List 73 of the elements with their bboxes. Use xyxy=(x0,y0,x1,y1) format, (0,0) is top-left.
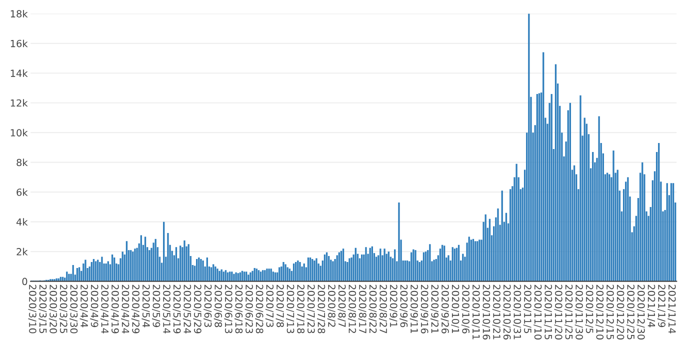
y-tick-label: 0 xyxy=(22,278,28,286)
y-tick-label: 6k xyxy=(16,188,28,196)
x-tick-label: 2020/8/2 xyxy=(327,284,336,327)
x-tick-label: 2020/12/10 xyxy=(595,284,604,340)
x-tick-label: 2020/7/8 xyxy=(276,284,284,328)
x-tick-label: 2020/5/29 xyxy=(193,284,202,334)
x-tick-label: 2021/1/14 xyxy=(668,284,676,334)
x-tick-label: 2020/3/10 xyxy=(28,284,36,334)
x-tick-label: 2020/6/28 xyxy=(255,284,264,334)
x-tick-label: 2020/10/31 xyxy=(512,284,522,340)
x-tick-label: 2020/11/15 xyxy=(544,284,552,340)
x-tick-label: 2020/8/22 xyxy=(368,284,377,333)
x-tick-label: 2020/9/16 xyxy=(420,284,428,334)
x-tick-label: 2020/5/24 xyxy=(182,284,192,334)
x-tick-label: 2020/11/30 xyxy=(574,284,583,340)
x-tick-label: 2020/7/28 xyxy=(317,284,326,334)
x-tick-label: 2020/9/11 xyxy=(410,284,418,334)
x-tick-label: 2020/9/1 xyxy=(389,284,398,327)
x-tick-label: 2020/7/23 xyxy=(306,284,315,334)
x-tick-label: 2020/11/20 xyxy=(554,284,562,340)
y-tick-label: 16k xyxy=(10,40,28,48)
x-tick-label: 2020/4/19 xyxy=(110,284,119,334)
x-tick-label: 2020/9/6 xyxy=(400,284,408,328)
x-tick-label: 2020/6/13 xyxy=(224,284,232,334)
x-tick-label: 2020/10/11 xyxy=(472,284,480,340)
x-tick-label: 2020/12/15 xyxy=(606,284,614,340)
x-tick-label: 2020/8/12 xyxy=(348,284,356,333)
x-tick-label: 2020/10/21 xyxy=(492,284,500,340)
y-tick-label: 2k xyxy=(16,248,28,256)
x-tick-label: 2020/6/8 xyxy=(214,284,222,328)
x-tick-label: 2020/12/25 xyxy=(626,284,635,340)
x-tick-label: 2020/4/9 xyxy=(90,284,98,328)
x-tick-label: 2020/6/23 xyxy=(244,284,253,334)
x-tick-label: 2020/6/18 xyxy=(234,284,243,334)
y-tick-label: 12k xyxy=(10,99,28,107)
x-tick-label: 2021/1/4 xyxy=(647,284,656,328)
x-tick-label: 2020/10/26 xyxy=(502,284,511,340)
x-tick-label: 2020/8/7 xyxy=(338,284,346,327)
y-tick-label: 4k xyxy=(16,218,28,226)
x-tick-label: 2020/9/26 xyxy=(440,284,449,334)
x-tick-label: 2020/9/21 xyxy=(430,284,439,334)
x-tick-label: 2021/1/9 xyxy=(657,284,666,328)
x-tick-label: 2020/4/29 xyxy=(131,284,140,334)
x-tick-label: 2020/5/14 xyxy=(162,284,170,334)
x-tick-label: 2020/7/3 xyxy=(265,284,274,327)
x-tick-label: 2020/3/30 xyxy=(70,284,78,334)
x-tick-label: 2020/4/4 xyxy=(80,284,88,328)
x-tick-label: 2020/7/18 xyxy=(296,284,305,334)
x-tick-label: 2020/10/1 xyxy=(451,284,460,334)
x-tick-label: 2020/8/17 xyxy=(358,284,366,334)
x-tick-label: 2020/12/5 xyxy=(585,284,594,334)
x-tick-label: 2020/4/14 xyxy=(100,284,109,334)
x-tick-label: 2020/6/3 xyxy=(204,284,212,327)
x-tick-label: 2020/11/25 xyxy=(564,284,573,340)
x-tick-label: 2020/3/25 xyxy=(59,284,68,334)
x-tick-label: 2020/3/20 xyxy=(48,284,57,334)
x-tick-label: 2020/3/15 xyxy=(38,284,47,334)
x-tick-label: 2020/12/20 xyxy=(616,284,624,340)
y-tick-label: 10k xyxy=(10,128,28,136)
y-tick-label: 8k xyxy=(16,158,28,166)
x-tick-label: 2020/11/10 xyxy=(534,284,542,340)
x-tick-label: 2020/5/19 xyxy=(172,284,181,334)
y-tick-label: 18k xyxy=(10,10,28,18)
x-tick-label: 2020/10/16 xyxy=(482,284,490,340)
x-tick-label: 2020/8/27 xyxy=(378,284,388,334)
x-tick-label: 2020/12/30 xyxy=(636,284,645,340)
x-tick-label: 2020/10/6 xyxy=(461,284,470,334)
x-tick-label: 2020/7/13 xyxy=(286,284,294,334)
y-tick-label: 14k xyxy=(10,69,28,77)
x-tick-label: 2020/4/24 xyxy=(121,284,130,334)
x-tick-label: 2020/5/4 xyxy=(142,284,150,328)
x-tick-label: 2020/11/5 xyxy=(523,284,532,334)
x-tick-label: 2020/5/9 xyxy=(152,284,160,328)
